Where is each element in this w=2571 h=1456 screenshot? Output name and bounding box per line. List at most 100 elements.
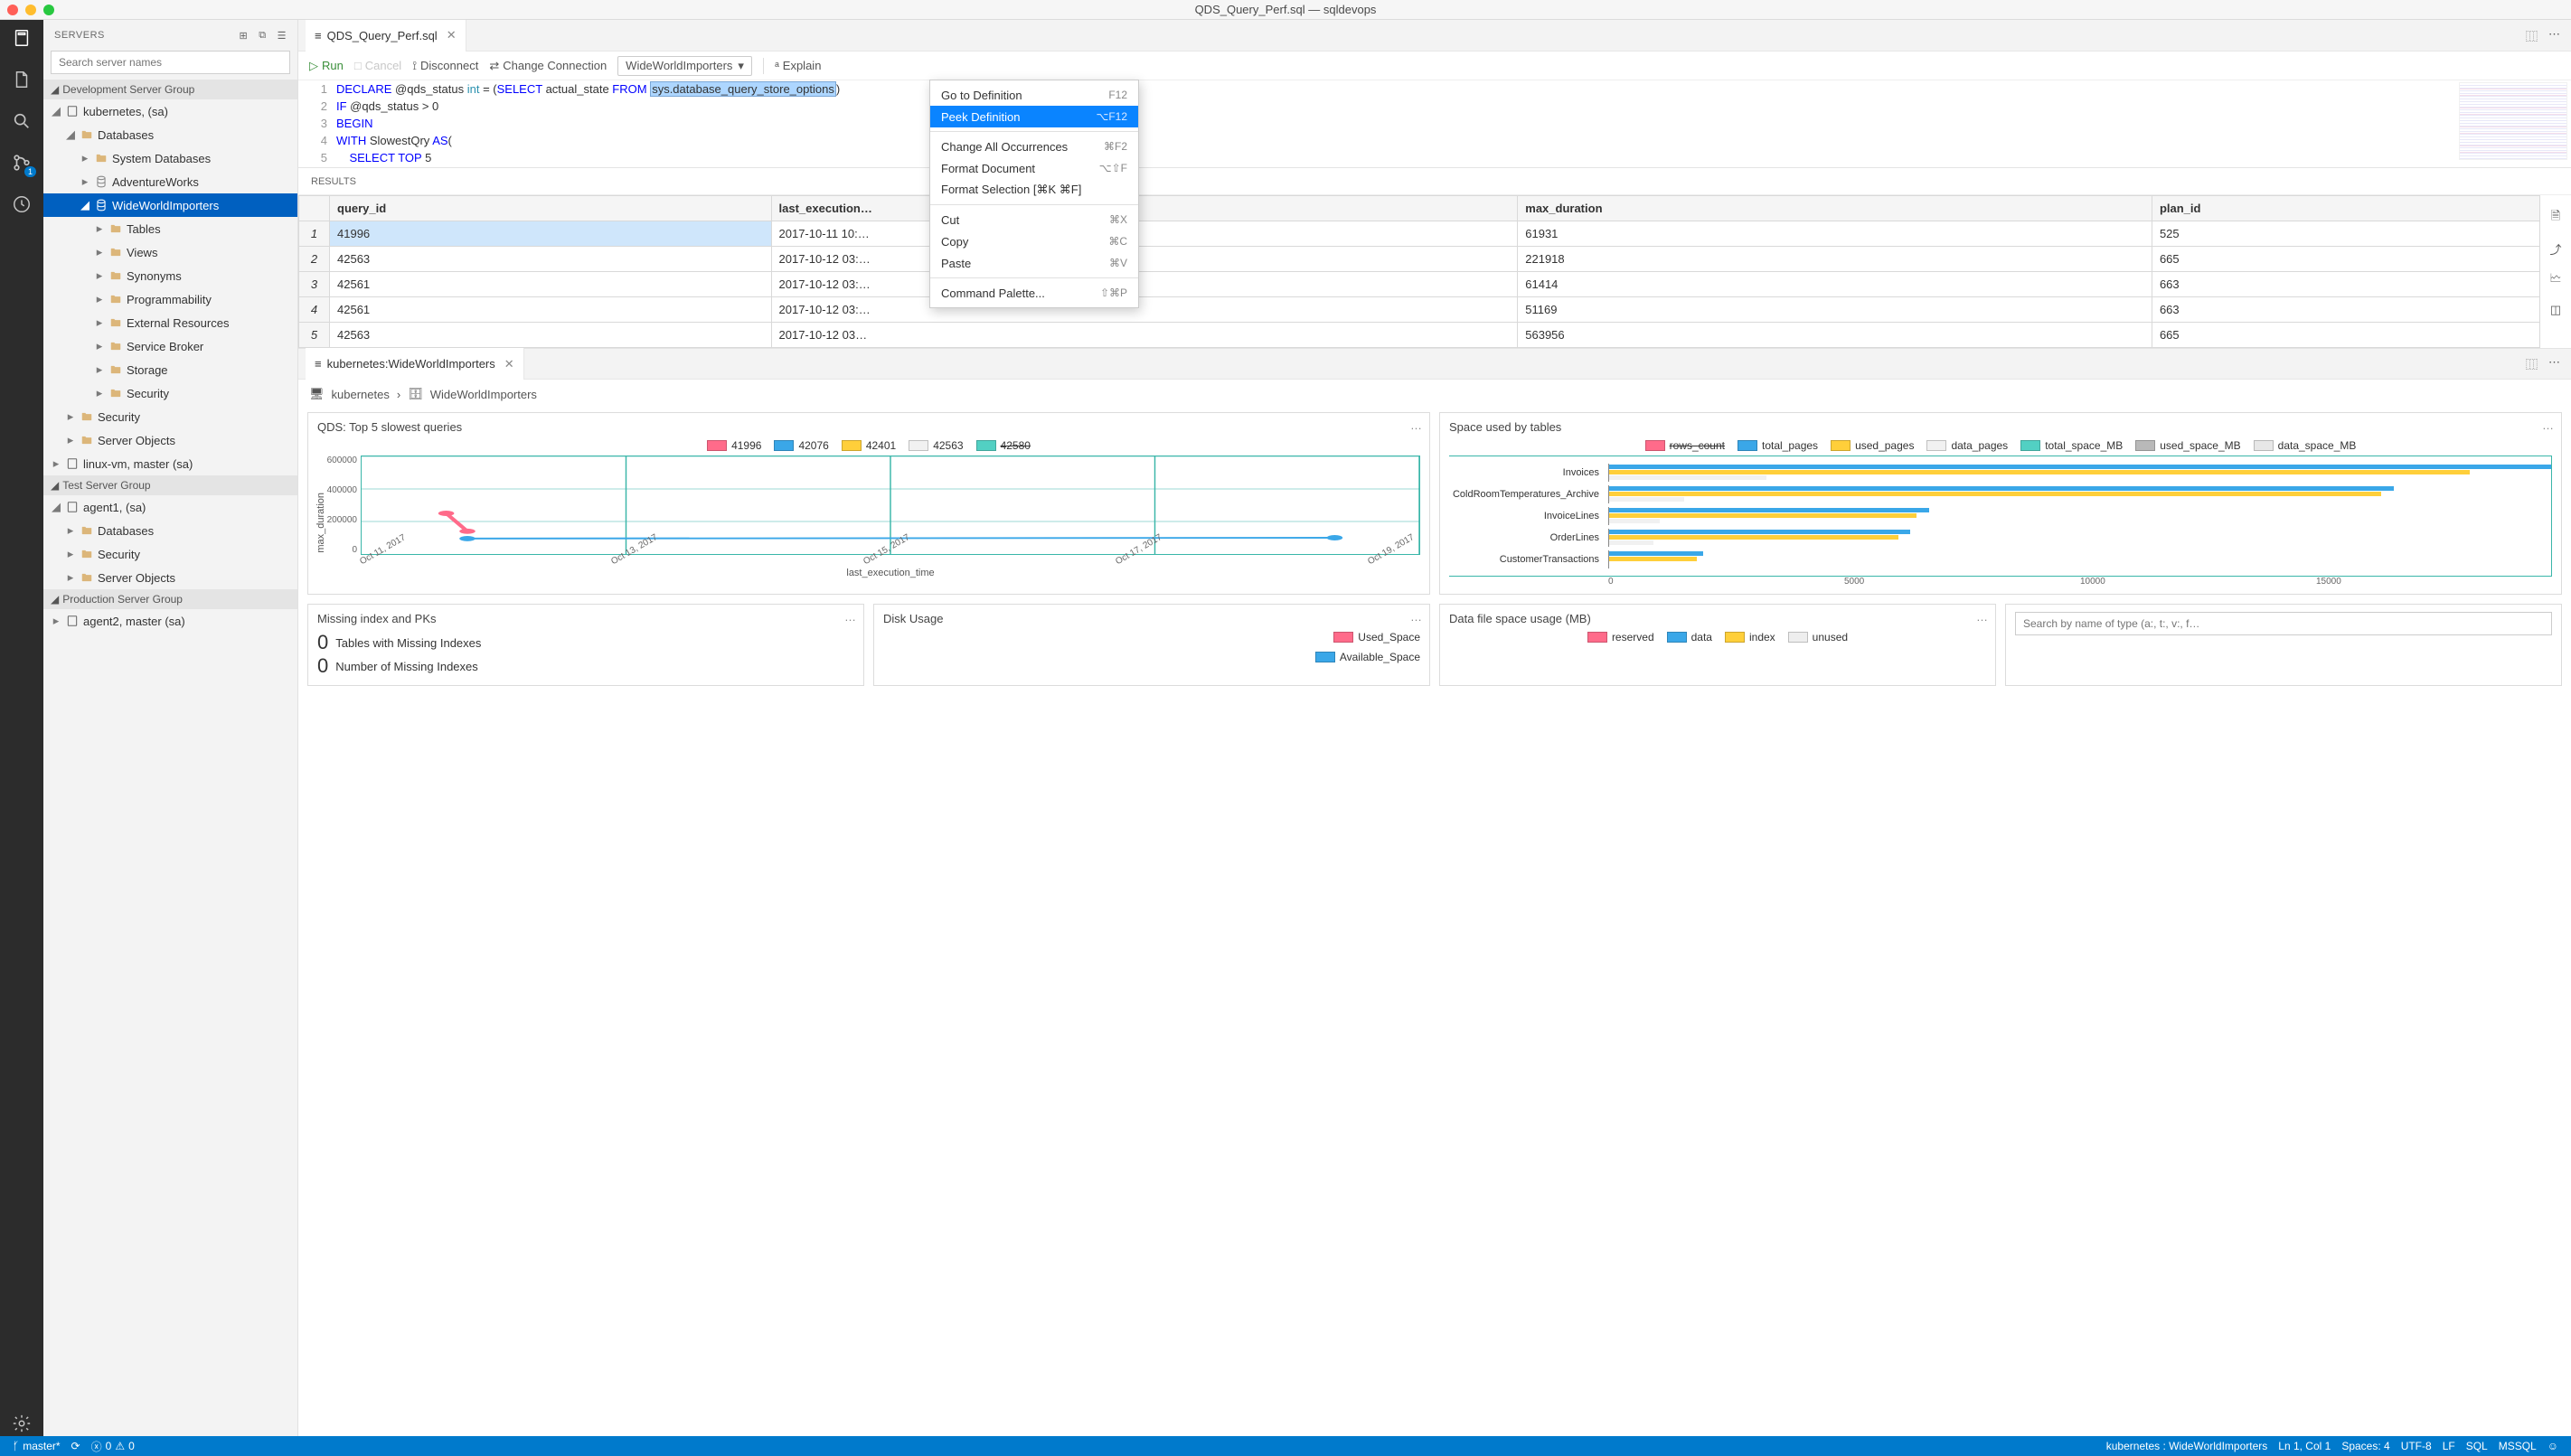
spaces-indicator[interactable]: Spaces: 4 [2336,1440,2395,1452]
legend-item[interactable]: used_space_MB [2135,439,2240,452]
activity-files[interactable] [9,67,34,92]
legend-item[interactable]: data_pages [1926,439,2008,452]
connection-indicator[interactable]: kubernetes : WideWorldImporters [2101,1440,2274,1452]
legend-item[interactable]: used_pages [1831,439,1914,452]
editor-more-icon[interactable]: ⋯ [2548,27,2560,44]
twistie-icon[interactable]: ▸ [51,456,61,471]
menu-item[interactable]: Change All Occurrences⌘F2 [930,136,1138,157]
legend-item[interactable]: rows_count [1645,439,1725,452]
tree-node[interactable]: ▸Security [43,405,297,428]
twistie-icon[interactable]: ▸ [94,362,105,377]
server-group-header[interactable]: ◢Test Server Group [43,475,297,495]
tree-node[interactable]: ▸Synonyms [43,264,297,287]
column-header[interactable]: query_id [330,196,772,221]
twistie-icon[interactable]: ▸ [94,292,105,306]
twistie-icon[interactable]: ▸ [94,245,105,259]
twistie-icon[interactable]: ▸ [94,268,105,283]
twistie-icon[interactable]: ▸ [65,409,76,424]
dashboard-more-icon[interactable]: ⋯ [2548,355,2560,372]
twistie-icon[interactable]: ◢ [51,104,61,118]
cursor-position[interactable]: Ln 1, Col 1 [2273,1440,2336,1452]
language-indicator[interactable]: SQL [2461,1440,2493,1452]
column-header[interactable]: last_execution… [771,196,1518,221]
feedback-icon[interactable]: ☺ [2542,1440,2564,1452]
tree-node[interactable]: ▸Server Objects [43,428,297,452]
legend-item[interactable]: 41996 [707,439,761,452]
menu-item[interactable]: Format Selection [⌘K ⌘F] [930,179,1138,201]
legend-item[interactable]: Used_Space [1333,631,1420,643]
twistie-icon[interactable]: ▸ [94,221,105,236]
minimap[interactable] [2459,82,2567,160]
legend-item[interactable]: 42401 [842,439,896,452]
twistie-icon[interactable]: ◢ [80,198,90,212]
search-types-input[interactable] [2015,612,2552,635]
database-selector[interactable]: WideWorldImporters ▾ [617,56,752,76]
card-more-icon[interactable]: … [1410,610,1422,624]
twistie-icon[interactable]: ▸ [65,523,76,538]
table-row[interactable]: 2425632017-10-12 03:…221918665 [299,247,2540,272]
menu-item[interactable]: Peek Definition⌥F12 [930,106,1138,127]
table-row[interactable]: 1419962017-10-11 10:…61931525 [299,221,2540,247]
change-connection-button[interactable]: ⇄ Change Connection [489,59,607,73]
legend-item[interactable]: reserved [1587,631,1654,643]
activity-servers[interactable] [9,25,34,51]
table-row[interactable]: 4425612017-10-12 03:…51169663 [299,297,2540,323]
server-node[interactable]: ◢agent1, (sa) [43,495,297,519]
server-node[interactable]: ▸agent2, master (sa) [43,609,297,633]
server-search-input[interactable] [51,51,290,74]
eol-indicator[interactable]: LF [2437,1440,2461,1452]
errors-indicator[interactable]: ⓧ 0 ⚠ 0 [86,1436,140,1456]
tree-node[interactable]: ▸Security [43,381,297,405]
twistie-icon[interactable]: ▸ [94,339,105,353]
menu-item[interactable]: Command Palette...⇧⌘P [930,282,1138,304]
activity-settings[interactable] [9,1411,34,1436]
view-results-icon[interactable]: ◫ [2550,303,2561,317]
tree-node[interactable]: ▸System Databases [43,146,297,170]
tree-node[interactable]: ▸Databases [43,519,297,542]
results-grid[interactable]: query_idlast_execution…max_durationplan_… [298,195,2540,348]
menu-item[interactable]: Cut⌘X [930,209,1138,230]
disconnect-button[interactable]: ⟟ Disconnect [412,59,478,73]
legend-item[interactable]: index [1725,631,1775,643]
activity-history[interactable] [9,192,34,217]
refresh-servers-icon[interactable]: ☰ [278,30,287,42]
window-minimize[interactable] [25,5,36,15]
legend-item[interactable]: 42580 [976,439,1031,452]
table-row[interactable]: 3425612017-10-12 03:…61414663 [299,272,2540,297]
tree-node[interactable]: ▸Storage [43,358,297,381]
export-results-icon[interactable]: ⤴ [2549,240,2561,258]
table-row[interactable]: 5425632017-10-12 03…563956665 [299,323,2540,348]
tree-node[interactable]: ◢WideWorldImporters [43,193,297,217]
card-more-icon[interactable]: … [2542,418,2554,432]
tree-node[interactable]: ▸Views [43,240,297,264]
legend-item[interactable]: total_pages [1738,439,1818,452]
tree-node[interactable]: ▸AdventureWorks [43,170,297,193]
twistie-icon[interactable]: ▸ [80,151,90,165]
menu-item[interactable]: Copy⌘C [930,230,1138,252]
card-more-icon[interactable]: … [844,610,856,624]
split-editor-icon[interactable]: ⿲ [2526,27,2538,44]
activity-source-control[interactable]: 1 [9,150,34,175]
provider-indicator[interactable]: MSSQL [2493,1440,2542,1452]
explain-button[interactable]: ᵃ Explain [775,59,821,72]
breadcrumb-database[interactable]: WideWorldImporters [430,388,537,401]
chart-results-icon[interactable]: 🗠 [2549,270,2561,290]
legend-item[interactable]: data_space_MB [2254,439,2357,452]
column-header[interactable]: max_duration [1518,196,2152,221]
legend-item[interactable]: total_space_MB [2020,439,2123,452]
server-node[interactable]: ▸linux-vm, master (sa) [43,452,297,475]
run-button[interactable]: ▷ Run [309,59,344,73]
new-connection-icon[interactable]: ⊞ [240,30,249,42]
server-group-header[interactable]: ◢Development Server Group [43,80,297,99]
dashboard-tab[interactable]: ≡ kubernetes:WideWorldImporters ✕ [306,348,524,380]
tree-node[interactable]: ▸Security [43,542,297,566]
server-group-header[interactable]: ◢Production Server Group [43,589,297,609]
twistie-icon[interactable]: ▸ [65,547,76,561]
legend-item[interactable]: Available_Space [1315,651,1420,663]
tree-node[interactable]: ▸Server Objects [43,566,297,589]
legend-item[interactable]: 42563 [909,439,963,452]
editor-tab[interactable]: ≡ QDS_Query_Perf.sql ✕ [306,20,466,52]
legend-item[interactable]: data [1667,631,1712,643]
twistie-icon[interactable]: ◢ [65,127,76,142]
code-editor[interactable]: 12345 DECLARE @qds_status int = (SELECT … [298,80,2571,167]
